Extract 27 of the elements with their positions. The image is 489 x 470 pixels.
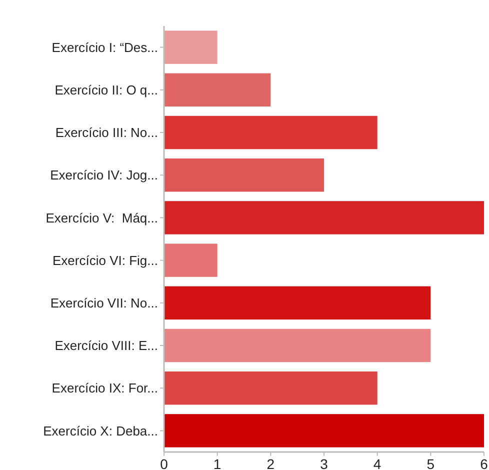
y-tick-label: Exercício I: “Des... [52,40,158,55]
bar [164,158,324,192]
x-tick-label: 4 [373,456,382,470]
y-tick-label: Exercício V: Máq... [46,210,158,226]
bar [164,201,484,234]
y-tick-label: Exercício II: O q... [54,82,158,98]
y-tick-label: Exercício VI: Fig... [52,252,158,268]
bar [164,371,378,405]
x-tick-label: 6 [480,456,488,470]
bar [164,328,431,362]
bar [164,30,218,64]
y-tick-label: Exercício VIII: E... [54,338,158,354]
bar [164,116,378,150]
x-tick-label: 0 [160,456,168,470]
bar [164,414,484,448]
y-tick-label: Exercício X: Deba... [43,423,158,438]
x-tick-label: 5 [426,456,435,470]
x-tick-label: 3 [320,456,328,470]
y-tick-label: Exercício VII: No... [50,295,158,310]
bar [164,244,218,277]
bar [164,73,271,107]
y-tick-label: Exercício IV: Jog... [50,168,158,183]
y-tick-label: Exercício IX: For... [52,380,158,396]
bar [164,286,431,320]
y-tick-label: Exercício III: No... [55,125,158,140]
x-tick-label: 2 [266,456,275,470]
x-tick-label: 1 [213,456,222,470]
